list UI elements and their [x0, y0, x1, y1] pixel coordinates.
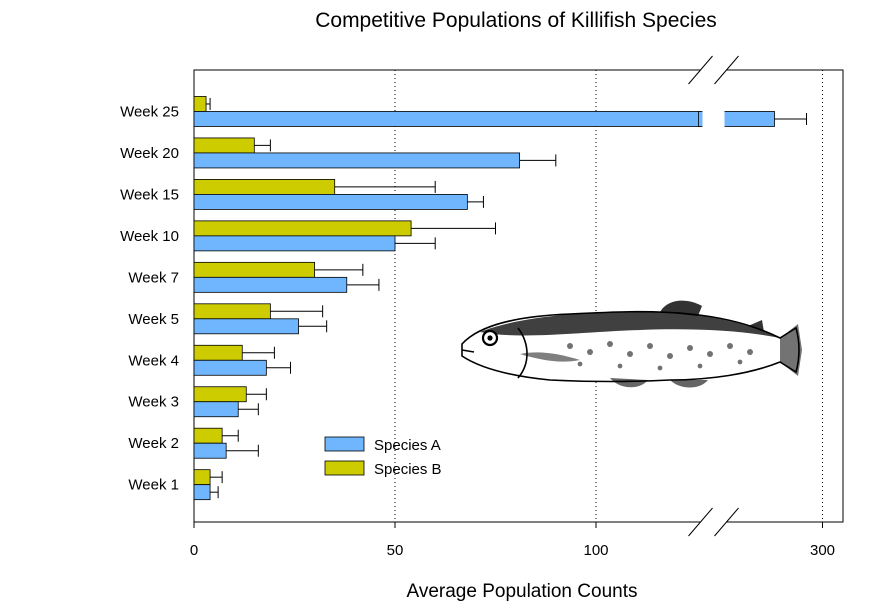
grid-lines — [394, 70, 823, 522]
bar-species-b — [193, 137, 255, 154]
bar-species-a — [193, 111, 701, 127]
bar-species-a — [193, 318, 299, 335]
bar-species-b — [193, 220, 412, 237]
x-tick-labels: 0 50 100 300 — [190, 522, 835, 559]
x-tick-label: 300 — [810, 542, 835, 559]
bar-species-a — [193, 152, 521, 169]
x-tick-label: 100 — [583, 542, 608, 559]
axis-break-marks — [688, 55, 739, 537]
axis-break-slash — [714, 507, 739, 537]
axis-break-cover — [700, 520, 727, 525]
bar-species-b — [193, 344, 243, 361]
y-tick-label: Week 3 — [128, 394, 179, 411]
y-tick-label: Week 4 — [128, 352, 179, 369]
y-tick-label: Week 1 — [128, 477, 179, 494]
y-tick-label: Week 7 — [128, 269, 179, 286]
y-tick-label: Week 20 — [120, 145, 179, 162]
y-tick-label: Week 25 — [120, 103, 179, 120]
legend-label: Species A — [374, 437, 441, 454]
y-tick-label: Week 10 — [120, 228, 179, 245]
x-axis-label: Average Population Counts — [407, 581, 638, 602]
bar-species-a — [193, 235, 396, 252]
legend: Species A Species B — [324, 436, 442, 478]
bar-species-a — [193, 194, 468, 210]
legend-label: Species B — [374, 461, 442, 478]
axis-break-slash — [688, 55, 713, 85]
y-tick-labels: Week 1 Week 2 Week 3 Week 4 Week 5 Week 7 Week… — [120, 103, 179, 493]
axis-break-gap — [702, 71, 725, 521]
legend-swatch — [324, 436, 365, 452]
legend-swatch — [324, 460, 365, 476]
bar-species-b — [193, 386, 247, 403]
bar-species-a — [193, 442, 227, 459]
y-tick-label: Week 15 — [120, 186, 179, 203]
bar-species-a — [193, 401, 239, 418]
bar-species-b — [193, 96, 207, 112]
bar-species-a — [193, 276, 348, 293]
axis-break-slash — [714, 55, 739, 85]
axis-break-slash — [688, 507, 713, 537]
bar-species-a — [193, 484, 211, 501]
bar-species-b — [193, 427, 223, 444]
bar-species-b — [193, 261, 315, 278]
bars — [193, 96, 775, 501]
x-tick-label: 0 — [190, 542, 198, 559]
y-tick-label: Week 2 — [128, 435, 179, 452]
chart-title: Competitive Populations of Killifish Spe… — [315, 9, 717, 32]
x-tick-label: 50 — [387, 542, 404, 559]
plot-frame — [193, 69, 844, 523]
error-bars — [206, 97, 807, 499]
bar-species-b — [193, 469, 211, 486]
y-tick-label: Week 5 — [128, 311, 179, 328]
bar-species-a — [193, 359, 267, 376]
bar-species-b — [193, 303, 271, 320]
axis-break-cover — [700, 68, 727, 73]
killifish-illustration-icon — [461, 300, 802, 388]
bar-species-b — [193, 179, 336, 195]
